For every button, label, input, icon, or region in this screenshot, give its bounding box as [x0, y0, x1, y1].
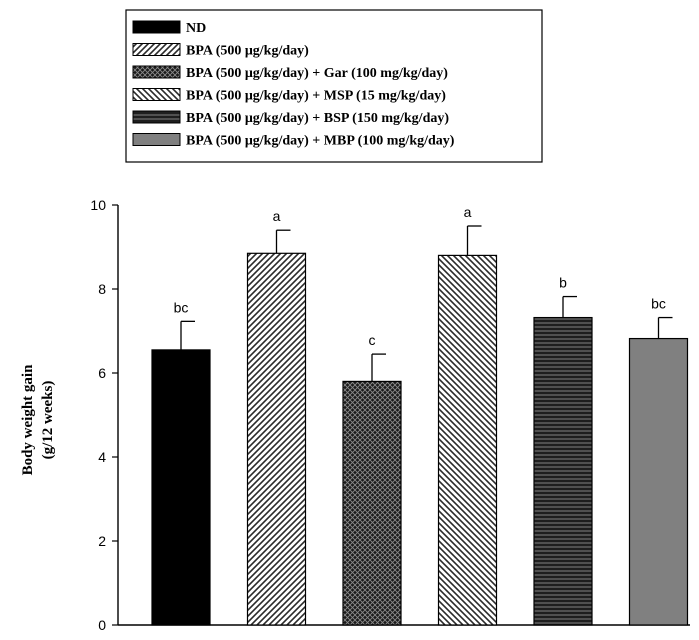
legend-label: BPA (500 μg/kg/day) + MSP (15 mg/kg/day) [186, 89, 446, 104]
bar [342, 380, 402, 626]
y-tick-label: 8 [98, 281, 106, 297]
bar [151, 349, 211, 626]
y-tick-label: 0 [98, 617, 106, 633]
significance-label: a [464, 204, 472, 220]
bar-group: c [342, 332, 402, 626]
y-tick-label: 2 [98, 533, 106, 549]
y-tick-label: 4 [98, 449, 106, 465]
y-axis-label: Body weight gain (g/12 weeks) [20, 364, 56, 476]
y-tick-label: 10 [90, 197, 106, 213]
y-tick-label: 6 [98, 365, 106, 381]
bar-group: bc [151, 299, 211, 626]
bar-group: a [246, 208, 307, 626]
significance-label: b [559, 275, 567, 291]
legend-label: BPA (500 μg/kg/day) + BSP (150 mg/kg/day… [186, 111, 449, 126]
legend-swatch [132, 20, 181, 34]
legend: ND BPA (500 μg/kg/day) BPA (500 μg/kg/day)… [125, 9, 543, 163]
y-axis-ticks: 0 2 4 6 8 10 [90, 197, 118, 633]
significance-label: c [369, 332, 376, 348]
bars: bc a c a b bc [151, 204, 689, 626]
legend-entry: BPA (500 μg/kg/day) + MSP (15 mg/kg/day) [132, 88, 446, 104]
legend-swatch [132, 133, 181, 146]
legend-label: ND [186, 21, 206, 36]
significance-label: a [273, 208, 281, 224]
y-axis-label-line-1: Body weight gain [20, 364, 36, 476]
legend-entry: BPA (500 μg/kg/day) + MBP (100 mg/kg/day… [132, 133, 455, 149]
legend-swatch [132, 110, 181, 124]
legend-label: BPA (500 μg/kg/day) + Gar (100 mg/kg/day… [186, 66, 448, 81]
legend-swatch [132, 43, 181, 56]
y-axis-label-line-2: (g/12 weeks) [40, 381, 56, 460]
legend-swatch [132, 65, 181, 79]
bar [628, 337, 689, 626]
bar [533, 316, 593, 626]
legend-box [125, 9, 543, 163]
bar-group: a [437, 204, 498, 626]
legend-entry: ND [132, 20, 206, 36]
significance-label: bc [651, 296, 666, 312]
legend-swatch [132, 88, 181, 101]
bar [246, 252, 307, 626]
bar-group: bc [628, 296, 689, 626]
legend-entry: BPA (500 μg/kg/day) + Gar (100 mg/kg/day… [132, 65, 448, 81]
significance-label: bc [174, 299, 189, 315]
legend-entry: BPA (500 μg/kg/day) [132, 43, 309, 59]
bar-group: b [533, 275, 593, 626]
legend-label: BPA (500 μg/kg/day) + MBP (100 mg/kg/day… [186, 134, 455, 149]
bar [437, 254, 498, 626]
legend-entry: BPA (500 μg/kg/day) + BSP (150 mg/kg/day… [132, 110, 449, 126]
legend-label: BPA (500 μg/kg/day) [186, 44, 309, 59]
